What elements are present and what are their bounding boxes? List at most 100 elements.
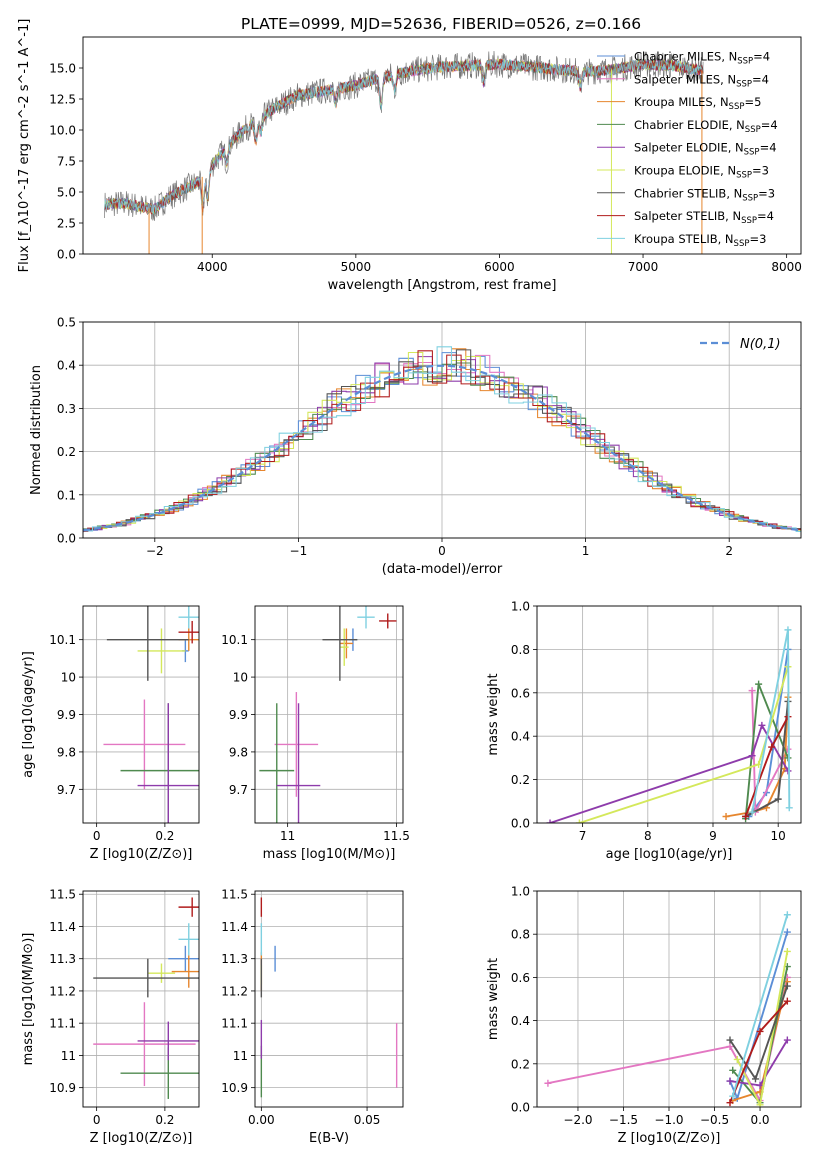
y-tick-label: 9.8 xyxy=(57,745,76,759)
weight-marker xyxy=(544,1079,552,1087)
axes-frame xyxy=(254,890,404,1108)
x-axis-label: E(B-V) xyxy=(309,1131,349,1146)
model-spectrum-line-6 xyxy=(104,58,704,214)
y-axis-label: age [log10(age/yr)] xyxy=(21,651,36,778)
x-tick-label: 1 xyxy=(582,544,590,558)
x-tick-label: 5000 xyxy=(341,260,372,274)
y-tick-label: 0.6 xyxy=(511,686,530,700)
model-spectrum-line-9 xyxy=(104,58,704,215)
y-tick-label: 11 xyxy=(61,1049,76,1063)
weight-marker xyxy=(748,752,756,760)
x-axis-label: age [log10(age/yr)] xyxy=(606,847,733,862)
legend-entry: Salpeter MILES, NSSP=4 xyxy=(634,72,769,89)
axes-frame xyxy=(254,605,404,824)
panel-mass_weight_vs_age: 7 8 9 10 0.0 0.2 0.4 0.6 0.8 1.0 age [log10(age/yr… xyxy=(486,600,802,862)
weight-marker xyxy=(783,911,791,919)
residual-legend: N(0,1) xyxy=(700,337,781,352)
y-tick-label: 10 xyxy=(233,671,248,685)
y-tick-label: 0.4 xyxy=(511,1014,530,1028)
axes-frame xyxy=(82,321,802,539)
weight-marker xyxy=(726,1099,734,1107)
plot-area xyxy=(260,897,398,1098)
x-tick-label: 8000 xyxy=(771,260,802,274)
plot-area xyxy=(259,606,397,823)
y-axis-label: mass [log10(M/M⊙)] xyxy=(21,933,36,1066)
y-tick-label: 10.9 xyxy=(49,1081,76,1095)
weight-marker xyxy=(758,721,766,729)
x-tick-label: −0.5 xyxy=(700,1113,729,1127)
y-tick-label: 1.0 xyxy=(511,885,530,899)
x-tick-label: 0 xyxy=(93,1113,101,1127)
y-tick-label: 11.5 xyxy=(49,888,76,902)
axes-frame xyxy=(536,890,802,1108)
panel-age_vs_Z: 0 0.2 9.7 9.8 9.9 10 10.1 Z [log10(Z/Z⊙)] age [l… xyxy=(21,605,200,862)
x-tick-label: 8 xyxy=(644,829,652,843)
legend-entry: Salpeter ELODIE, NSSP=4 xyxy=(634,141,777,158)
y-tick-label: 0.8 xyxy=(511,928,530,942)
weight-series-2 xyxy=(547,977,789,1104)
legend-entry: Chabrier MILES, NSSP=4 xyxy=(634,50,770,67)
legend-entry: Chabrier ELODIE, NSSP=4 xyxy=(634,118,778,135)
y-tick-label: 11.3 xyxy=(221,952,248,966)
x-tick-label: 0.2 xyxy=(155,829,174,843)
weight-marker xyxy=(768,743,776,751)
y-tick-label: 11.5 xyxy=(221,888,248,902)
x-tick-label: 7 xyxy=(579,829,587,843)
y-tick-label: 9.7 xyxy=(229,783,248,797)
y-tick-label: 0.3 xyxy=(57,402,76,416)
weight-marker xyxy=(733,1055,741,1063)
weight-marker xyxy=(784,754,792,762)
x-tick-label: −2.0 xyxy=(563,1113,592,1127)
y-tick-label: 0.2 xyxy=(511,773,530,787)
legend-entry: Kroupa STELIB, NSSP=3 xyxy=(634,232,766,249)
y-axis-label: Normed distribution xyxy=(29,365,44,495)
model-spectrum-line-7 xyxy=(104,58,704,214)
weight-marker xyxy=(546,819,554,823)
x-tick-label: 0.2 xyxy=(155,1113,174,1127)
y-tick-label: 9.9 xyxy=(229,708,248,722)
weight-marker xyxy=(726,1043,734,1051)
x-tick-label: 0.00 xyxy=(248,1113,275,1127)
figure-title: PLATE=0999, MJD=52636, FIBERID=0526, z=0… xyxy=(241,15,641,33)
x-tick-label: 0.05 xyxy=(354,1113,381,1127)
x-tick-label: 0 xyxy=(93,829,101,843)
y-tick-label: 0.2 xyxy=(57,445,76,459)
weight-marker xyxy=(783,997,791,1005)
weight-marker xyxy=(756,1081,764,1089)
x-axis-label: Z [log10(Z/Z⊙)] xyxy=(90,847,193,862)
panel-mass_weight_vs_Z: −2.0 −1.5 −1.0 −0.5 0.0 0.0 0.2 0.4 0.6 0.8 1.0 Z [… xyxy=(486,885,802,1146)
y-tick-label: 10.0 xyxy=(49,124,76,138)
y-tick-label: 1.0 xyxy=(511,600,530,614)
plot-area xyxy=(104,50,704,254)
x-axis-label: (data-model)/error xyxy=(382,562,503,577)
axes-frame xyxy=(82,36,802,255)
y-tick-label: 12.5 xyxy=(49,93,76,107)
weight-marker xyxy=(783,982,791,990)
x-tick-label: 0 xyxy=(438,544,446,558)
model-spectrum-line-3 xyxy=(104,58,704,215)
plot-area xyxy=(546,626,793,823)
y-tick-label: 11.1 xyxy=(221,1017,248,1031)
model-spectrum-line-8 xyxy=(104,58,704,215)
y-axis-label: Flux [f_λ10^-17 erg cm^-2 s^-1 A^-1] xyxy=(17,19,32,273)
x-tick-label: 11.5 xyxy=(383,829,410,843)
y-tick-label: 11.1 xyxy=(49,1017,76,1031)
y-tick-label: 2.5 xyxy=(57,217,76,231)
x-tick-label: 6000 xyxy=(484,260,515,274)
panel-mass_vs_ebv: 0.00 0.05 10.9 11 11.1 11.2 11.3 11.4 11.5 E(B-V) xyxy=(221,888,404,1146)
y-tick-label: 0.4 xyxy=(511,730,530,744)
x-tick-label: −1 xyxy=(290,544,308,558)
weight-marker xyxy=(575,819,583,823)
y-tick-label: 0.4 xyxy=(57,359,76,373)
x-tick-label: 10 xyxy=(771,829,786,843)
y-tick-label: 11.3 xyxy=(49,952,76,966)
weight-series-9 xyxy=(731,914,789,1097)
y-tick-label: 0.0 xyxy=(57,532,76,546)
y-tick-label: 0.0 xyxy=(57,248,76,262)
weight-series-6 xyxy=(579,666,789,823)
y-tick-label: 9.7 xyxy=(57,783,76,797)
y-tick-label: 0.5 xyxy=(57,316,76,330)
y-tick-label: 7.5 xyxy=(57,155,76,169)
model-spectrum-line-4 xyxy=(104,58,704,216)
